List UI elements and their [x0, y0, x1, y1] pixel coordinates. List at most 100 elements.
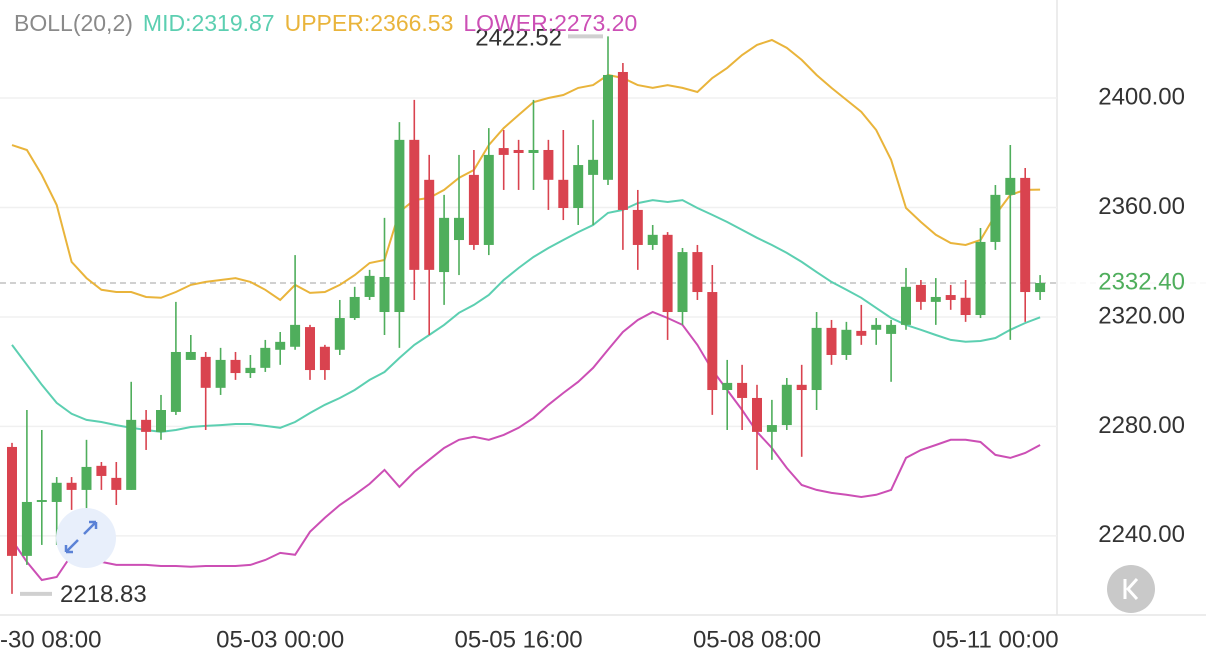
high-label: 2422.52: [475, 25, 562, 52]
candle-body: [543, 149, 554, 180]
expand-button-bg[interactable]: [56, 508, 116, 568]
candle-body: [230, 359, 241, 374]
candle-body: [945, 295, 956, 300]
y-tick-label: 2400.00: [1098, 83, 1185, 110]
candle-body: [36, 500, 47, 502]
candle-body: [379, 276, 390, 313]
candle-body: [588, 159, 599, 175]
candle-body: [364, 275, 375, 297]
candle-body: [200, 356, 211, 388]
candle-body: [915, 284, 926, 302]
candle-body: [81, 466, 92, 490]
candle-body: [617, 71, 628, 210]
candle-body: [930, 296, 941, 302]
legend-entry: MID:2319.87: [143, 10, 275, 36]
candle-body: [811, 327, 822, 391]
y-tick-label: 2320.00: [1098, 302, 1185, 329]
candle-body: [275, 341, 286, 350]
candle-body: [603, 74, 613, 180]
x-tick-label: 05-11 00:00: [932, 626, 1058, 653]
candle-body: [185, 351, 196, 360]
candle-body: [990, 194, 1001, 242]
low-label: 2218.83: [60, 581, 147, 608]
y-tick-label: 2360.00: [1098, 193, 1185, 220]
candle-body: [841, 329, 852, 355]
candle-body: [1035, 283, 1046, 293]
x-tick-label: 05-05 16:00: [455, 626, 583, 653]
last-price-label: 2332.40: [1098, 268, 1185, 295]
candle-body: [558, 179, 569, 209]
collapse-button[interactable]: [1107, 565, 1155, 613]
candle-body: [394, 139, 405, 313]
candle-body: [737, 382, 748, 398]
candle-body: [677, 252, 688, 313]
y-tick-label: 2240.00: [1098, 521, 1185, 548]
candle-body: [1005, 177, 1016, 195]
candle-body: [468, 174, 479, 245]
candle-body: [513, 149, 524, 153]
labels: 2400.00 2360.00 2320.00 2280.00 2240.00 2332.…: [0, 25, 1206, 653]
candle-body: [51, 482, 62, 502]
candle-body: [245, 367, 256, 374]
candles: [7, 36, 1046, 594]
candle-body: [454, 217, 464, 241]
candle-body: [573, 165, 584, 209]
candle-body: [7, 446, 17, 556]
candle-body: [96, 465, 107, 476]
candle-body: [528, 149, 539, 153]
band-line: [11, 310, 1041, 582]
candle-body: [156, 410, 166, 432]
candle-body: [692, 252, 703, 293]
candle-body: [483, 154, 494, 245]
candle-body: [662, 234, 673, 313]
candle-body: [1020, 177, 1031, 293]
legend: BOLL(20,2) MID:2319.87 UPPER:2366.53 LOWER:…: [14, 10, 637, 36]
band-line: [11, 199, 1041, 433]
candle-body: [796, 384, 807, 391]
legend-title: BOLL(20,2): [14, 10, 133, 36]
expand-button[interactable]: [56, 508, 116, 568]
candle-body: [319, 346, 330, 371]
y-tick-label: 2280.00: [1098, 412, 1185, 439]
candle-body: [141, 419, 152, 432]
candle-body: [111, 477, 122, 490]
candle-body: [647, 234, 658, 245]
candle-body: [960, 297, 971, 316]
candle-body: [707, 292, 718, 391]
x-tick-label: 05-03 00:00: [216, 626, 344, 653]
candle-body: [439, 217, 450, 273]
expand-icon[interactable]: [64, 520, 98, 554]
candle-body: [305, 327, 315, 371]
candle-body: [290, 324, 301, 347]
legend-entry: UPPER:2366.53: [285, 10, 454, 36]
candle-body: [722, 382, 733, 391]
candle-body: [901, 286, 911, 325]
candle-body: [334, 318, 345, 350]
candle-body: [215, 359, 226, 388]
candle-body: [632, 209, 643, 245]
x-tick-label: 05-08 08:00: [693, 626, 821, 653]
candle-body: [781, 384, 792, 426]
collapse-icon[interactable]: [1123, 577, 1139, 601]
candle-body: [260, 347, 271, 368]
bands: [11, 38, 1041, 582]
candle-body: [126, 419, 137, 490]
last-price-bg: [1060, 266, 1206, 301]
candle-body: [349, 296, 360, 319]
collapse-button-bg[interactable]: [1107, 565, 1155, 613]
candle-body: [752, 397, 762, 432]
candle-body: [424, 179, 435, 270]
candle-body: [886, 324, 897, 334]
candle-body: [871, 324, 882, 330]
candle-body: [766, 425, 777, 432]
candle-body: [975, 241, 986, 316]
x-tick-label: -30 08:00: [0, 626, 101, 653]
candle-body: [170, 351, 181, 412]
candle-body: [826, 327, 837, 355]
candle-body: [21, 501, 32, 556]
legend-entry: LOWER:2273.20: [463, 10, 637, 36]
band-line: [11, 38, 1041, 302]
candle-body: [409, 139, 420, 270]
